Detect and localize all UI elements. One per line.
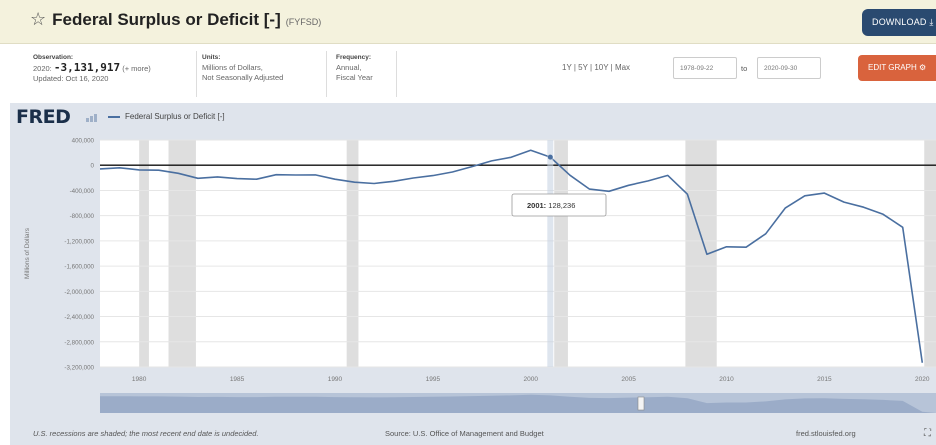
x-tick-label: 1980	[132, 376, 147, 383]
edit-graph-button[interactable]: EDIT GRAPH ⚙	[858, 55, 936, 81]
y-tick-label: 400,000	[72, 138, 95, 145]
meta-divider	[396, 51, 397, 97]
observation-line: 2020: -3,131,917 (+ more)	[33, 61, 151, 74]
recession-band	[168, 140, 196, 367]
chart-legend: Federal Surplus or Deficit [-]	[108, 112, 225, 121]
fred-logo: FRED	[16, 106, 71, 128]
frequency-line-1: Annual,	[336, 63, 362, 72]
recession-band	[139, 140, 149, 367]
recession-band	[685, 140, 717, 367]
download-icon: ⤓	[929, 17, 934, 27]
legend-label: Federal Surplus or Deficit [-]	[125, 112, 225, 121]
edit-graph-label: EDIT GRAPH	[868, 63, 917, 72]
observation-value: -3,131,917	[53, 61, 121, 74]
meta-divider	[326, 51, 327, 97]
meta-divider	[196, 51, 197, 97]
recession-band	[346, 140, 359, 367]
y-tick-label: -1,600,000	[64, 264, 94, 271]
frequency-label: Frequency:	[336, 54, 372, 61]
fullscreen-icon[interactable]: ⛶	[924, 428, 931, 439]
units-line-2: Not Seasonally Adjusted	[202, 73, 284, 82]
title-row: ☆ Federal Surplus or Deficit [-] (FYFSD)	[30, 9, 321, 30]
source-note: Source: U.S. Office of Management and Bu…	[385, 429, 544, 438]
y-axis-title: Millions of Dollars	[24, 227, 31, 279]
y-tick-label: -2,400,000	[64, 314, 94, 321]
observation-label: Observation:	[33, 54, 74, 61]
recession-band	[924, 140, 936, 367]
site-link[interactable]: fred.stlouisfed.org	[796, 429, 856, 438]
tooltip-box	[511, 193, 607, 217]
x-tick-label: 2010	[719, 376, 734, 383]
units-label: Units:	[202, 54, 221, 61]
y-tick-label: -2,000,000	[64, 289, 94, 296]
hover-point[interactable]	[547, 154, 553, 160]
observation-block: Observation: 2020: -3,131,917 (+ more) U…	[33, 53, 151, 84]
recession-band	[554, 140, 568, 367]
x-tick-label: 2015	[817, 376, 832, 383]
navigator-handle[interactable]	[637, 396, 645, 411]
observation-period: 2020:	[33, 64, 52, 73]
download-label: DOWNLOAD	[872, 17, 927, 27]
x-tick-label: 2000	[523, 376, 538, 383]
legend-swatch	[108, 115, 120, 118]
updated-date: Updated: Oct 16, 2020	[33, 74, 109, 83]
y-tick-label: -2,800,000	[64, 339, 94, 346]
x-tick-label: 1995	[426, 376, 441, 383]
observation-more-link[interactable]: (+ more)	[122, 64, 151, 73]
to-label: to	[741, 64, 748, 73]
series-meta: Observation: 2020: -3,131,917 (+ more) U…	[0, 45, 936, 101]
recession-note: U.S. recessions are shaded; the most rec…	[33, 429, 259, 438]
tooltip-text: 2001: 128,236	[527, 201, 575, 210]
star-icon[interactable]: ☆	[30, 9, 47, 30]
x-tick-label: 1990	[328, 376, 343, 383]
y-tick-label: 0	[91, 163, 95, 170]
y-tick-label: -1,200,000	[64, 238, 94, 245]
x-tick-label: 1985	[230, 376, 245, 383]
fred-logo-graph-icon	[86, 114, 97, 122]
gear-icon: ⚙	[918, 63, 927, 72]
navigator-series	[100, 394, 936, 413]
frequency-line-2: Fiscal Year	[336, 73, 373, 82]
end-date-input[interactable]: 2020-09-30	[757, 57, 821, 79]
x-tick-label: 2005	[621, 376, 636, 383]
series-title: Federal Surplus or Deficit [-]	[52, 10, 281, 29]
y-tick-label: -800,000	[70, 213, 95, 220]
series-line[interactable]	[99, 149, 924, 363]
y-tick-label: -400,000	[70, 188, 95, 195]
series-header: ☆ Federal Surplus or Deficit [-] (FYFSD)…	[0, 0, 936, 44]
range-selector[interactable]: 1Y | 5Y | 10Y | Max	[562, 63, 631, 72]
download-button[interactable]: DOWNLOAD ⤓	[862, 9, 936, 36]
start-date-input[interactable]: 1978-09-22	[673, 57, 737, 79]
plot-area	[100, 140, 936, 367]
y-tick-label: -3,200,000	[64, 365, 94, 372]
x-tick-label: 2020	[915, 376, 930, 383]
units-line-1: Millions of Dollars,	[202, 63, 263, 72]
units-block: Units: Millions of Dollars, Not Seasonal…	[202, 53, 283, 83]
series-id: (FYFSD)	[285, 17, 322, 27]
frequency-block: Frequency: Annual, Fiscal Year	[336, 53, 373, 83]
